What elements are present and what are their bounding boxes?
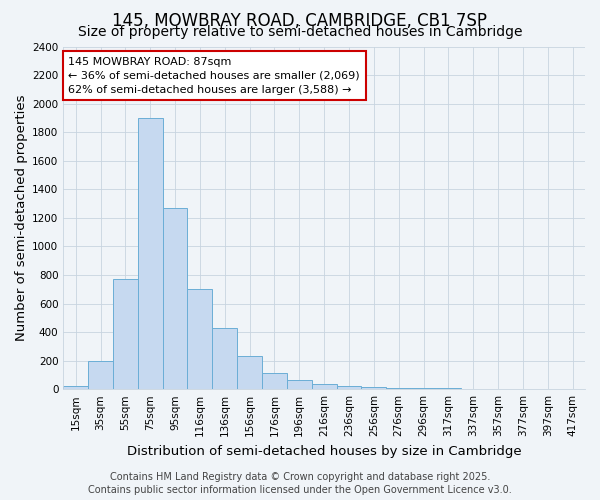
Bar [187,289,212,389]
Text: Size of property relative to semi-detached houses in Cambridge: Size of property relative to semi-detach… [78,25,522,39]
Bar [361,387,386,389]
Bar [163,208,187,389]
Text: Contains HM Land Registry data © Crown copyright and database right 2025.
Contai: Contains HM Land Registry data © Crown c… [88,472,512,495]
Bar [386,388,411,389]
Bar [63,386,88,389]
Bar [212,328,237,389]
Bar [138,118,163,389]
Bar [411,388,436,389]
Bar [436,388,461,389]
Bar [237,356,262,389]
Bar [337,386,361,389]
Bar [88,360,113,389]
Text: 145, MOWBRAY ROAD, CAMBRIDGE, CB1 7SP: 145, MOWBRAY ROAD, CAMBRIDGE, CB1 7SP [113,12,487,30]
Text: 145 MOWBRAY ROAD: 87sqm
← 36% of semi-detached houses are smaller (2,069)
62% of: 145 MOWBRAY ROAD: 87sqm ← 36% of semi-de… [68,57,360,95]
Bar [262,374,287,389]
Bar [287,380,312,389]
Bar [113,279,138,389]
X-axis label: Distribution of semi-detached houses by size in Cambridge: Distribution of semi-detached houses by … [127,444,521,458]
Y-axis label: Number of semi-detached properties: Number of semi-detached properties [15,94,28,341]
Bar [312,384,337,389]
